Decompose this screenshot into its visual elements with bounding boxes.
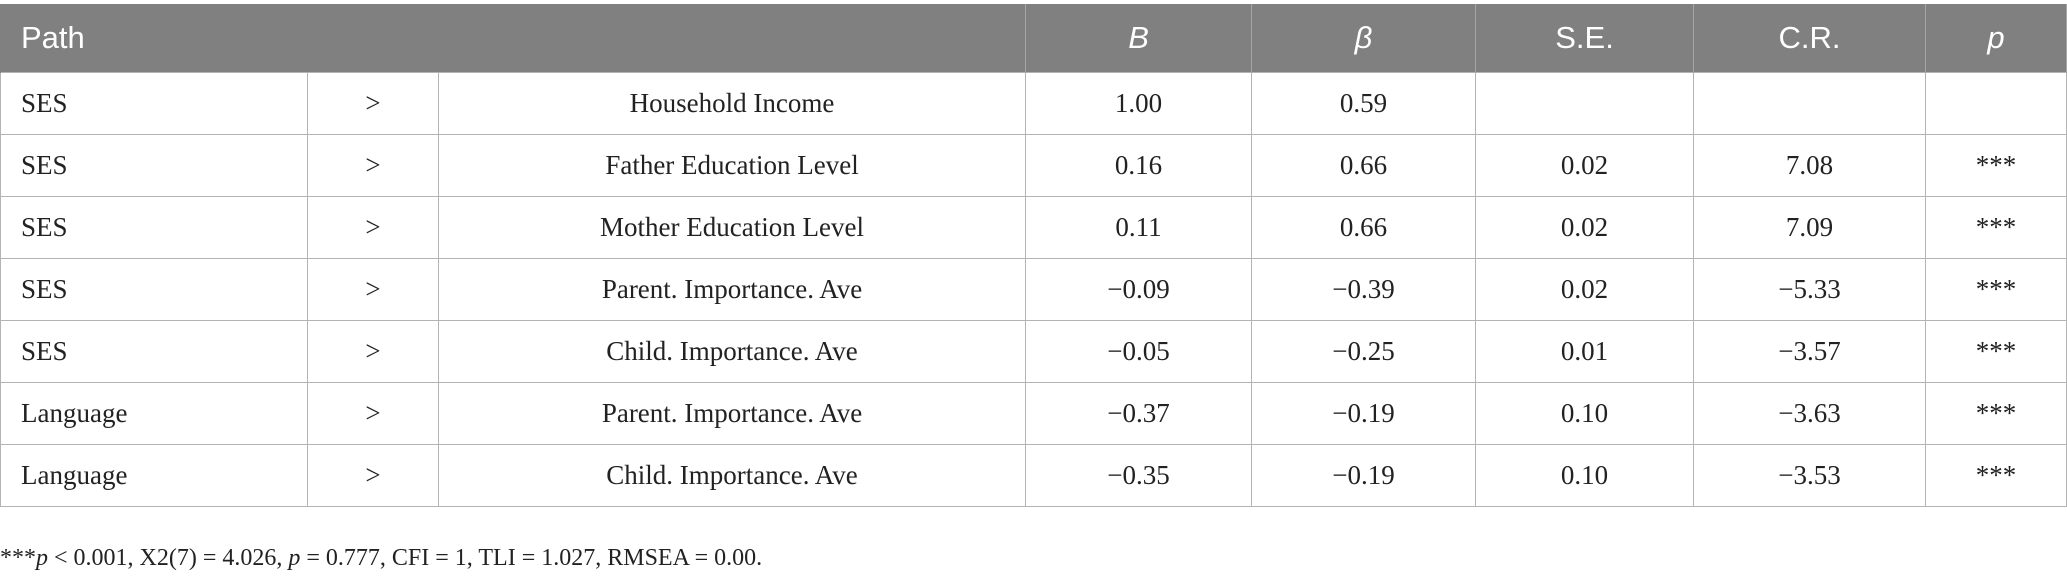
cell-beta: −0.25 (1251, 320, 1477, 383)
cell-target: Mother Education Level (437, 196, 1027, 259)
header-b-label: B (1128, 20, 1149, 55)
table-row: SES > Mother Education Level 0.11 0.66 0.02 7.… (0, 196, 2067, 259)
cell-p: *** (1925, 134, 2067, 197)
cell-cr: −3.53 (1693, 444, 1927, 507)
header-p-label: p (1987, 20, 2005, 55)
cell-beta: −0.19 (1251, 382, 1477, 445)
cell-source: SES (0, 134, 308, 197)
cell-beta: −0.39 (1251, 258, 1477, 321)
cell-p: *** (1925, 382, 2067, 445)
cell-b: −0.37 (1025, 382, 1253, 445)
cell-source: SES (0, 72, 308, 135)
footnote-stars: *** (0, 545, 36, 571)
table-body: SES > Household Income 1.00 0.59 SES > Father E… (0, 72, 2067, 507)
cell-cr: −3.57 (1693, 320, 1927, 383)
path-coefficients-table: Path B β S.E. C.R. p SES > Household Incom… (0, 4, 2067, 507)
header-p: p (1925, 4, 2067, 73)
table-row: SES > Parent. Importance. Ave −0.09 −0.39 0.0… (0, 258, 2067, 321)
cell-beta: −0.19 (1251, 444, 1477, 507)
cell-source: SES (0, 258, 308, 321)
table-row: Language > Parent. Importance. Ave −0.37 −0.… (0, 382, 2067, 445)
cell-arrow: > (307, 72, 439, 135)
footnote-p-symbol-2: p (288, 545, 301, 571)
cell-se: 0.02 (1475, 258, 1695, 321)
header-b: B (1025, 4, 1253, 73)
cell-cr (1693, 72, 1927, 135)
cell-b: 0.11 (1025, 196, 1253, 259)
header-row: Path B β S.E. C.R. p (0, 4, 2067, 73)
cell-arrow: > (307, 196, 439, 259)
table-row: SES > Child. Importance. Ave −0.05 −0.25 0.01… (0, 320, 2067, 383)
table-footnote: ***p < 0.001, X2(7) = 4.026, p = 0.777, … (0, 545, 762, 572)
cell-se: 0.02 (1475, 134, 1695, 197)
cell-target: Father Education Level (437, 134, 1027, 197)
cell-cr: −3.63 (1693, 382, 1927, 445)
cell-beta: 0.66 (1251, 134, 1477, 197)
cell-source: SES (0, 196, 308, 259)
cell-arrow: > (307, 134, 439, 197)
cell-arrow: > (307, 382, 439, 445)
cell-target: Parent. Importance. Ave (437, 382, 1027, 445)
cell-beta: 0.66 (1251, 196, 1477, 259)
cell-arrow: > (307, 258, 439, 321)
cell-se: 0.10 (1475, 444, 1695, 507)
header-beta: β (1251, 4, 1477, 73)
cell-p (1925, 72, 2067, 135)
cell-source: Language (0, 444, 308, 507)
cell-cr: −5.33 (1693, 258, 1927, 321)
header-cr: C.R. (1693, 4, 1927, 73)
results-table-container: Path B β S.E. C.R. p SES > Household Incom… (0, 4, 2067, 507)
table-row: Language > Child. Importance. Ave −0.35 −0.1… (0, 444, 2067, 507)
cell-se: 0.10 (1475, 382, 1695, 445)
table-row: SES > Father Education Level 0.16 0.66 0.02 7.… (0, 134, 2067, 197)
table-row: SES > Household Income 1.00 0.59 (0, 72, 2067, 135)
cell-target: Household Income (437, 72, 1027, 135)
cell-cr: 7.08 (1693, 134, 1927, 197)
footnote-threshold: < 0.001, X2(7) = 4.026, (48, 545, 289, 571)
cell-p: *** (1925, 444, 2067, 507)
cell-se: 0.01 (1475, 320, 1695, 383)
cell-p: *** (1925, 196, 2067, 259)
header-se: S.E. (1475, 4, 1695, 73)
cell-target: Child. Importance. Ave (437, 444, 1027, 507)
cell-p: *** (1925, 320, 2067, 383)
cell-b: 1.00 (1025, 72, 1253, 135)
cell-source: SES (0, 320, 308, 383)
footnote-fit-stats: = 0.777, CFI = 1, TLI = 1.027, RMSEA = 0… (300, 545, 763, 571)
cell-b: 0.16 (1025, 134, 1253, 197)
cell-b: −0.09 (1025, 258, 1253, 321)
cell-se (1475, 72, 1695, 135)
cell-arrow: > (307, 320, 439, 383)
cell-cr: 7.09 (1693, 196, 1927, 259)
cell-b: −0.05 (1025, 320, 1253, 383)
cell-beta: 0.59 (1251, 72, 1477, 135)
header-beta-label: β (1354, 20, 1373, 55)
cell-b: −0.35 (1025, 444, 1253, 507)
cell-arrow: > (307, 444, 439, 507)
cell-target: Child. Importance. Ave (437, 320, 1027, 383)
footnote-p-symbol: p (36, 545, 48, 571)
cell-source: Language (0, 382, 308, 445)
header-path: Path (0, 4, 1027, 73)
cell-se: 0.02 (1475, 196, 1695, 259)
cell-target: Parent. Importance. Ave (437, 258, 1027, 321)
cell-p: *** (1925, 258, 2067, 321)
